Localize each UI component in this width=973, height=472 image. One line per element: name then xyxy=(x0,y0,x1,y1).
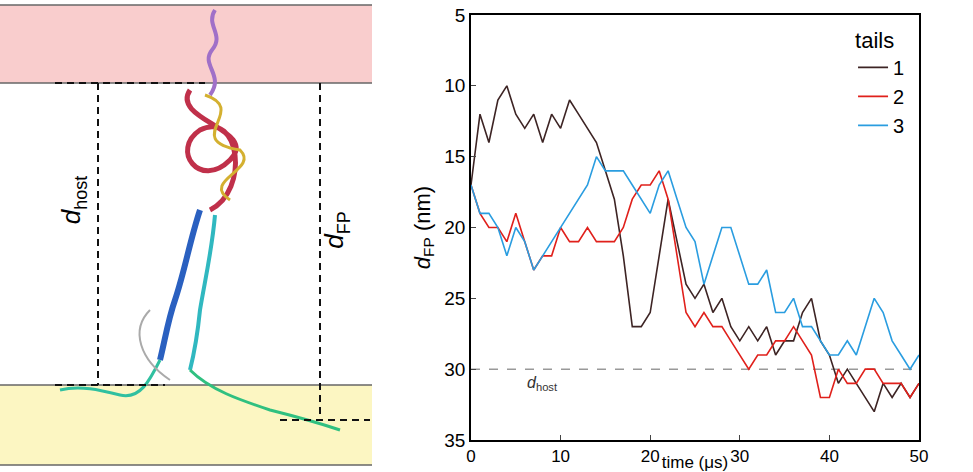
svg-text:10: 10 xyxy=(551,447,570,466)
svg-text:2: 2 xyxy=(893,86,904,108)
svg-text:15: 15 xyxy=(444,146,465,167)
svg-text:40: 40 xyxy=(820,447,839,466)
svg-text:d​FP​ (nm): d​FP​ (nm) xyxy=(410,186,438,269)
svg-text:20: 20 xyxy=(641,447,660,466)
svg-text:dFP: dFP xyxy=(319,211,354,248)
svg-text:10: 10 xyxy=(444,75,465,96)
svg-text:25: 25 xyxy=(444,288,465,309)
svg-text:1: 1 xyxy=(893,57,904,79)
svg-text:d​host​: d​host​ xyxy=(527,374,558,393)
svg-text:30: 30 xyxy=(444,359,465,380)
svg-text:time (μs): time (μs) xyxy=(662,453,728,472)
svg-text:50: 50 xyxy=(910,447,929,466)
svg-text:dhost: dhost xyxy=(56,176,91,225)
svg-text:20: 20 xyxy=(444,217,465,238)
svg-text:5: 5 xyxy=(455,5,466,26)
svg-text:3: 3 xyxy=(893,115,904,137)
svg-text:30: 30 xyxy=(730,447,749,466)
svg-text:0: 0 xyxy=(466,447,475,466)
svg-text:tails: tails xyxy=(855,28,894,53)
svg-text:35: 35 xyxy=(444,430,465,451)
